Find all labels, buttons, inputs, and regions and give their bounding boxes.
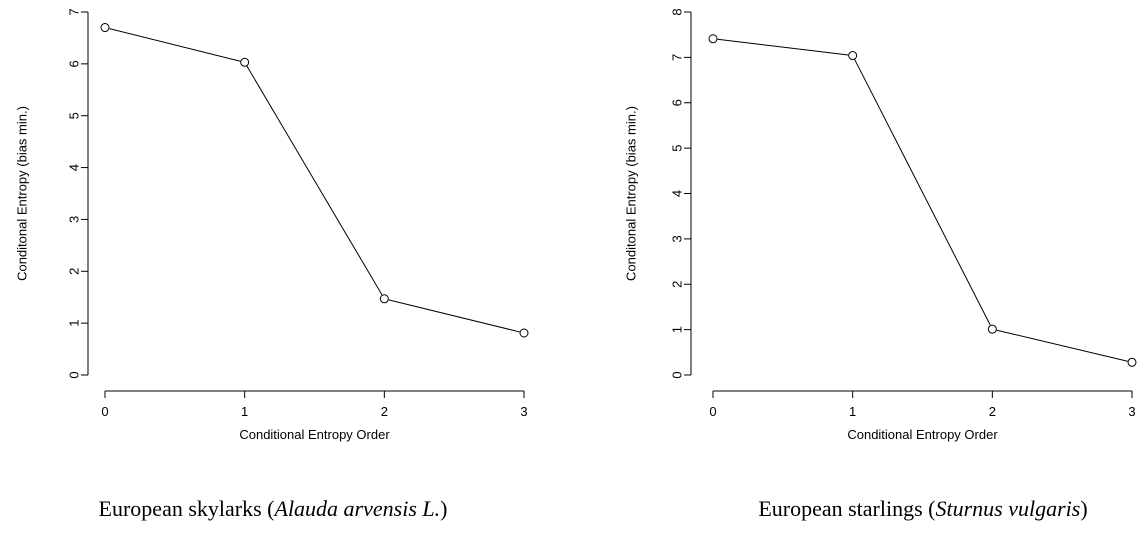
y-tick-label: 8	[670, 8, 685, 15]
data-point	[1127, 357, 1137, 367]
series-line-segment	[717, 38, 849, 56]
y-tick-label: 2	[670, 281, 685, 288]
series-line-segment	[854, 59, 991, 326]
caption-skylarks: European skylarks (Alauda arvensis L.)	[99, 496, 448, 522]
data-point	[987, 324, 997, 334]
y-tick-label: 2	[67, 268, 82, 275]
x-tick-label: 0	[101, 404, 108, 419]
series-line-segment	[996, 329, 1128, 362]
y-tick-label: 4	[670, 190, 685, 197]
series-line-segment	[109, 28, 241, 62]
x-axis-label: Conditional Entropy Order	[847, 427, 998, 442]
y-tick-label: 5	[670, 145, 685, 152]
y-tick-label: 7	[670, 54, 685, 61]
caption-suffix: )	[1080, 496, 1088, 521]
y-tick-label: 1	[67, 320, 82, 327]
caption-species: Alauda arvensis L.	[274, 496, 441, 521]
x-tick-label: 1	[849, 404, 856, 419]
caption-species: Sturnus vulgaris	[935, 496, 1081, 521]
y-tick-label: 3	[67, 216, 82, 223]
series-line-segment	[388, 299, 520, 333]
y-tick-label: 6	[670, 99, 685, 106]
y-tick-label: 5	[67, 112, 82, 119]
y-axis-label: Conditonal Entropy (bias min.)	[624, 106, 639, 281]
data-point	[708, 34, 718, 44]
x-tick-label: 2	[381, 404, 388, 419]
caption-prefix: European starlings (	[758, 496, 936, 521]
data-point	[240, 57, 250, 67]
x-tick-label: 3	[1128, 404, 1135, 419]
data-point	[100, 23, 110, 33]
data-point	[379, 294, 389, 304]
y-tick-label: 4	[67, 164, 82, 171]
y-tick-label: 0	[67, 371, 82, 378]
caption-prefix: European skylarks (	[98, 496, 275, 521]
data-point	[519, 328, 529, 338]
y-tick-label: 1	[670, 326, 685, 333]
chart-starlings: 0 1 2 3 4 5 6 7 8 0 1 2 3 Conditional Entropy Order Co…	[624, 8, 1137, 442]
chart-skylarks: 0 1 2 3 4 5 6 7 0 1 2 3 Conditional Entropy Order Con…	[15, 8, 529, 442]
x-tick-label: 1	[241, 404, 248, 419]
y-tick-label: 7	[67, 8, 82, 15]
y-tick-label: 6	[67, 60, 82, 67]
x-tick-label: 0	[709, 404, 716, 419]
x-tick-label: 3	[520, 404, 527, 419]
y-axis-label: Conditonal Entropy (bias min.)	[15, 106, 30, 281]
series-line-segment	[246, 65, 383, 296]
y-tick-label: 3	[670, 235, 685, 242]
x-tick-label: 2	[989, 404, 996, 419]
caption-suffix: )	[440, 496, 448, 521]
data-point	[848, 51, 858, 61]
caption-starlings: European starlings (Sturnus vulgaris)	[758, 496, 1087, 522]
y-tick-label: 0	[670, 371, 685, 378]
x-axis-label: Conditional Entropy Order	[239, 427, 390, 442]
